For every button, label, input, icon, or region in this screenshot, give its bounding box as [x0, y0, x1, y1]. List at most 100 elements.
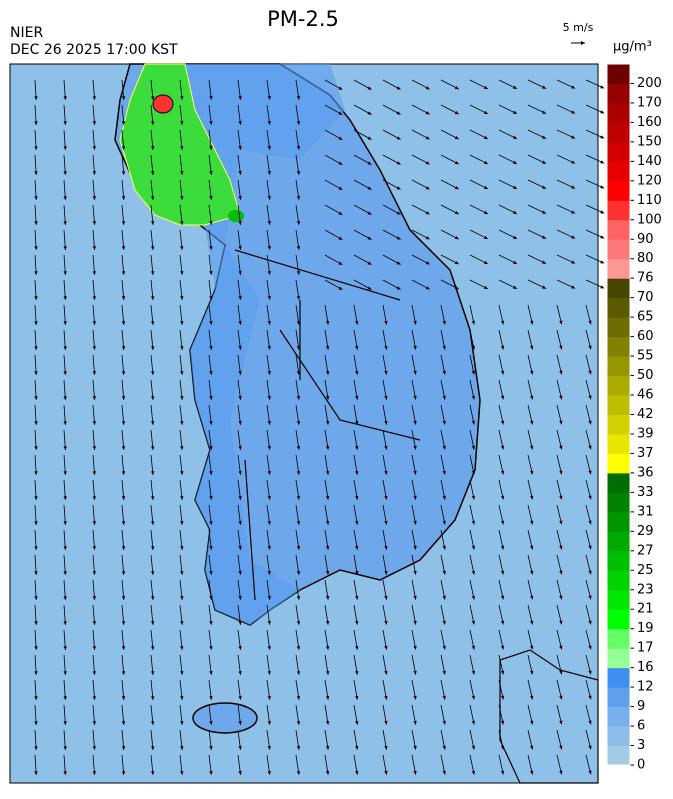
wind-arrowhead — [209, 621, 213, 625]
wind-arrowhead — [559, 395, 563, 400]
wind-arrowhead — [34, 446, 38, 450]
wind-arrowhead — [296, 270, 301, 275]
wind-arrowhead — [63, 621, 67, 625]
colorbar-swatch — [607, 258, 630, 279]
wind-arrowhead — [355, 620, 359, 625]
wind-arrowhead — [559, 345, 563, 350]
colorbar-tick-label: 120 — [637, 173, 662, 188]
wind-arrowhead — [471, 720, 476, 725]
wind-arrowhead — [355, 520, 359, 525]
wind-arrowhead — [384, 620, 388, 625]
wind-arrowhead — [238, 421, 242, 425]
colorbar-tick-label: 21 — [637, 602, 654, 617]
wind-arrowhead — [63, 771, 67, 775]
wind-arrowhead — [530, 320, 534, 325]
wind-arrowhead — [209, 646, 213, 650]
wind-arrowhead — [150, 96, 155, 100]
wind-arrowhead — [34, 171, 38, 175]
wind-arrowhead — [471, 445, 476, 450]
wind-arrowhead — [442, 695, 446, 700]
wind-arrowhead — [209, 146, 213, 150]
wind-arrowhead — [355, 595, 359, 600]
wind-arrowhead — [425, 161, 430, 165]
wind-arrowhead — [413, 695, 417, 700]
wind-arrowhead — [180, 471, 184, 475]
wind-arrowhead — [396, 186, 401, 190]
wind-arrowhead — [559, 370, 563, 375]
wind-arrowhead — [209, 321, 213, 325]
wind-arrowhead — [500, 595, 505, 600]
wind-arrowhead — [150, 246, 155, 250]
wind-arrowhead — [34, 296, 38, 300]
wind-arrowhead — [413, 770, 417, 775]
wind-arrowhead — [209, 596, 213, 600]
wind-arrowhead — [150, 296, 155, 300]
wind-arrowhead — [238, 596, 242, 600]
wind-arrowhead — [530, 645, 534, 650]
wind-arrowhead — [180, 246, 184, 250]
wind-arrowhead — [150, 421, 155, 425]
wind-arrowhead — [588, 670, 592, 675]
wind-arrowhead — [150, 521, 155, 525]
wind-arrowhead — [34, 271, 38, 275]
wind-arrowhead — [238, 771, 242, 775]
colorbar-tick-label: 50 — [637, 368, 654, 383]
wind-arrowhead — [425, 111, 430, 115]
wind-arrowhead — [559, 645, 563, 650]
wind-arrowhead — [500, 620, 505, 625]
wind-arrowhead — [267, 395, 271, 400]
wind-arrowhead — [267, 720, 271, 725]
wind-arrowhead — [483, 85, 488, 89]
wind-arrowhead — [530, 670, 534, 675]
wind-arrowhead — [92, 696, 97, 700]
wind-arrowhead — [92, 571, 97, 575]
wind-arrowhead — [209, 546, 213, 550]
wind-arrowhead — [121, 596, 126, 600]
wind-arrowhead — [121, 571, 126, 575]
wind-arrowhead — [542, 210, 547, 214]
wind-arrowhead — [34, 346, 38, 350]
wind-arrowhead — [559, 420, 563, 425]
wind-arrowhead — [559, 470, 563, 475]
wind-arrowhead — [121, 671, 126, 675]
colorbar-swatch — [607, 570, 630, 591]
wind-arrowhead — [121, 396, 126, 400]
wind-arrowhead — [454, 85, 459, 90]
wind-arrowhead — [209, 671, 213, 675]
wind-arrowhead — [63, 496, 67, 500]
wind-arrowhead — [121, 246, 126, 250]
wind-arrowhead — [355, 345, 359, 350]
colorbar-swatch — [607, 180, 630, 201]
wind-arrowhead — [588, 495, 592, 500]
wind-arrowhead — [209, 221, 213, 225]
wind-arrowhead — [325, 470, 330, 475]
wind-arrowhead — [500, 470, 505, 475]
wind-arrowhead — [92, 371, 97, 375]
colorbar-tick-label: 9 — [637, 699, 645, 714]
wind-arrowhead — [396, 286, 401, 290]
wind-arrowhead — [238, 521, 242, 525]
wind-arrowhead — [63, 746, 67, 750]
wind-arrowhead — [384, 570, 388, 575]
wind-arrowhead — [542, 110, 547, 114]
wind-arrowhead — [63, 221, 67, 225]
wind-arrowhead — [150, 471, 155, 475]
wind-arrowhead — [413, 620, 417, 625]
wind-arrowhead — [325, 395, 330, 400]
colorbar-swatch — [607, 239, 630, 260]
colorbar-tick-label: 90 — [637, 232, 654, 247]
colorbar-tick-label: 16 — [637, 660, 654, 675]
colorbar-swatch — [607, 667, 630, 688]
wind-arrowhead — [442, 620, 446, 625]
wind-arrowhead — [530, 595, 534, 600]
wind-arrowhead — [34, 321, 38, 325]
wind-arrowhead — [92, 471, 97, 475]
wind-arrowhead — [454, 235, 459, 240]
wind-arrowhead — [267, 670, 271, 675]
wind-arrowhead — [483, 210, 488, 214]
wind-arrowhead — [338, 136, 343, 140]
wind-arrowhead — [471, 770, 476, 775]
wind-arrowhead — [338, 86, 343, 90]
wind-arrowhead — [530, 420, 534, 425]
